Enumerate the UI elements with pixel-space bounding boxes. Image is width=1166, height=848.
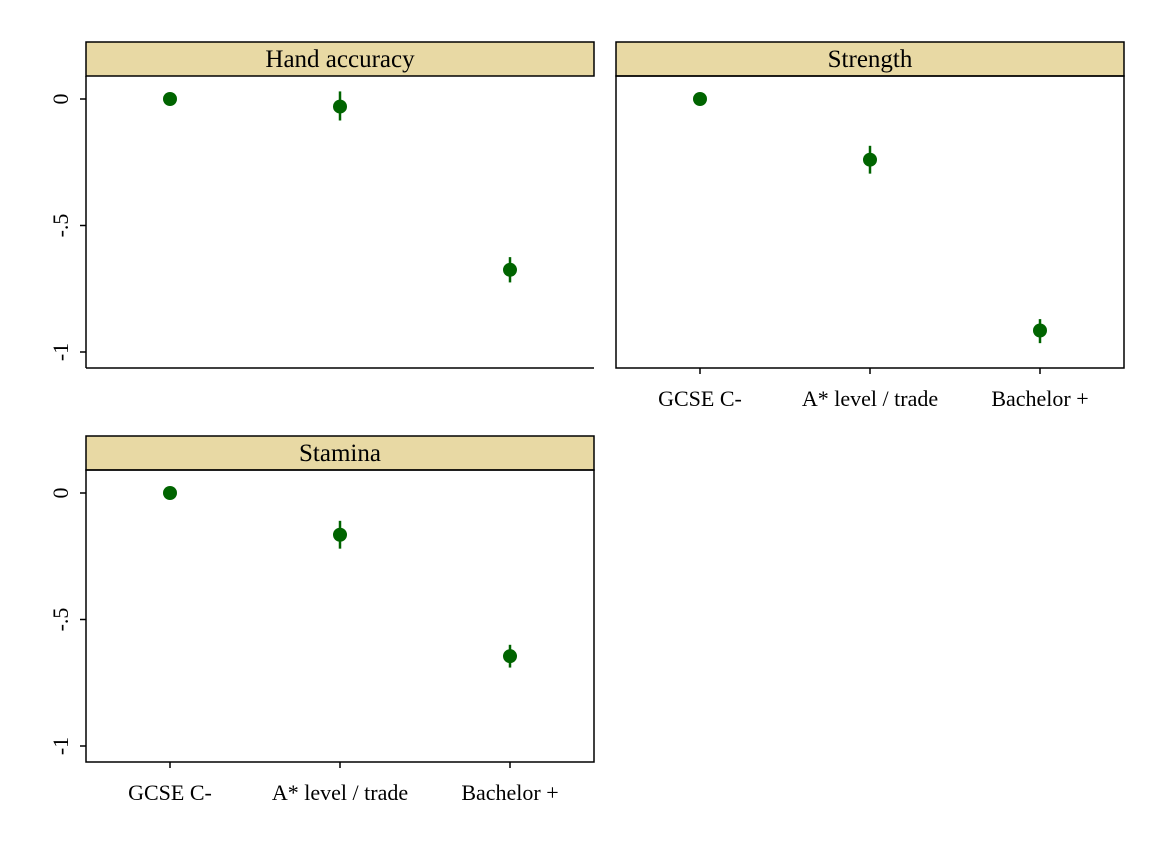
y-tick-label: -1 <box>48 343 73 361</box>
x-tick-label: GCSE C- <box>128 780 212 805</box>
data-point <box>503 649 517 664</box>
panel-title: Strength <box>828 46 913 73</box>
panel-strip <box>615 41 1125 77</box>
panel-strip <box>85 41 595 77</box>
x-tick-label: A* level / trade <box>272 780 408 805</box>
x-tick-label: A* level / trade <box>802 386 938 411</box>
panel-2: Stamina 0 -.5 -1 GCSE C- A* level / trade Bach… <box>48 435 595 805</box>
data-point <box>503 262 517 277</box>
plot-frame <box>85 469 595 763</box>
panel-title: Stamina <box>299 440 381 467</box>
x-tick-label: Bachelor + <box>461 780 558 805</box>
panel-0: Hand accuracy 0 -.5 -1 <box>48 41 595 369</box>
y-tick-label: 0 <box>48 488 73 499</box>
panel-title: Hand accuracy <box>265 46 415 73</box>
panel-1: Strength GCSE C- A* level / trade Bachelor … <box>615 41 1125 411</box>
x-tick-label: GCSE C- <box>658 386 742 411</box>
y-tick-label: -1 <box>48 737 73 755</box>
data-point <box>693 92 707 106</box>
data-point <box>863 152 877 167</box>
plot-frame <box>615 75 1125 369</box>
data-point <box>333 527 347 542</box>
data-point <box>163 486 177 500</box>
y-tick-label: -.5 <box>48 214 73 238</box>
x-tick-label: Bachelor + <box>991 386 1088 411</box>
data-point <box>1033 323 1047 338</box>
y-tick-label: -.5 <box>48 608 73 632</box>
data-point <box>163 92 177 106</box>
y-tick-label: 0 <box>48 94 73 105</box>
data-point <box>333 99 347 114</box>
